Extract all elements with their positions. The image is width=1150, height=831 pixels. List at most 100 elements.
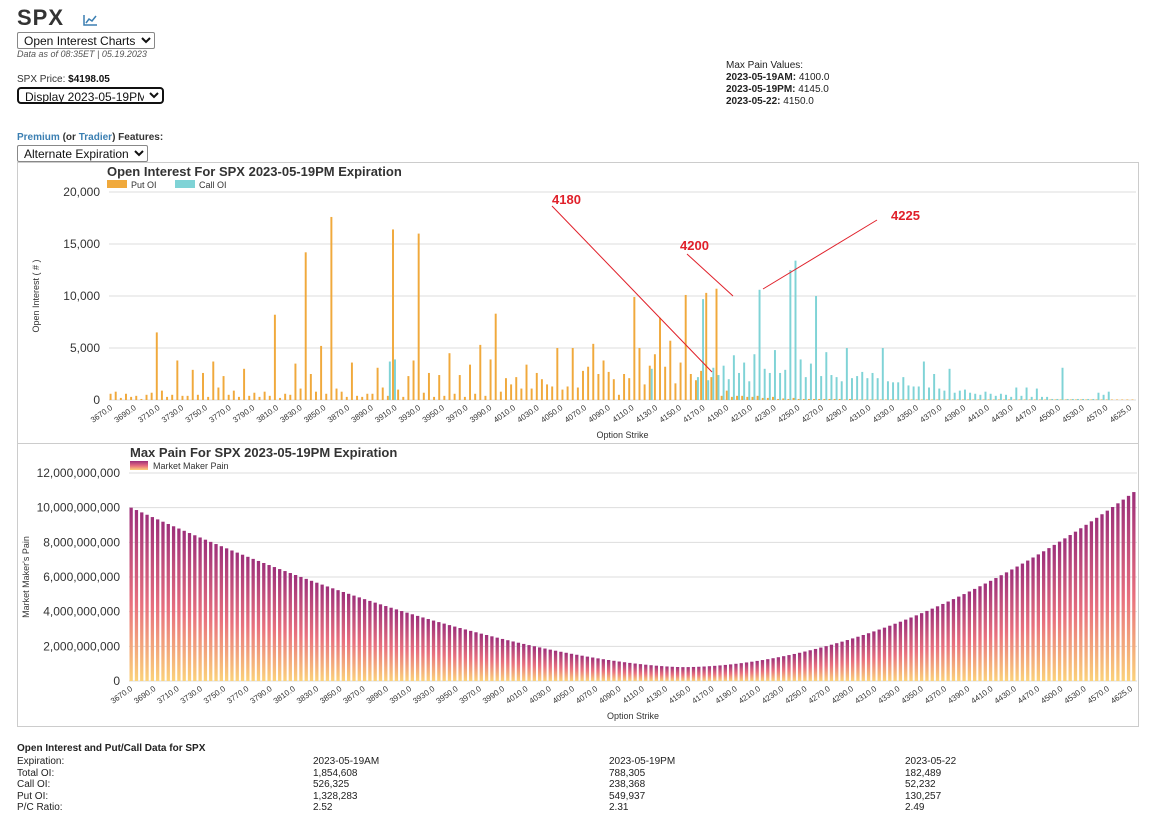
call-oi-bar [820, 376, 823, 400]
expiration-display-select[interactable]: Display 2023-05-19PM [17, 87, 164, 104]
pain-bar [325, 586, 330, 681]
put-oi-bar [258, 396, 261, 400]
put-oi-bar [279, 397, 282, 400]
pain-bar [309, 580, 314, 681]
x-tick-label: 4170.0 [681, 403, 707, 425]
max-pain-title: Max Pain Values: [726, 60, 804, 71]
pain-bar [755, 660, 759, 681]
put-oi-bar [227, 394, 230, 400]
x-tick-label: 4030.0 [528, 684, 554, 706]
pain-bar [946, 601, 950, 681]
call-oi-bar [851, 378, 853, 400]
line-chart-icon[interactable] [83, 14, 98, 26]
table-cell: 238,368 [609, 779, 646, 790]
put-oi-bar [145, 394, 148, 400]
y-axis-label: Open Interest ( # ) [31, 259, 41, 332]
x-tick-label: 4270.0 [800, 403, 826, 425]
put-oi-bar [422, 392, 425, 400]
table-cell: 130,257 [905, 790, 942, 802]
call-oi-bar [989, 393, 992, 400]
pain-bar [219, 546, 223, 681]
pain-bar [564, 652, 568, 681]
put-oi-bar [1008, 399, 1011, 400]
pain-bar [787, 655, 791, 681]
call-oi-bar [1076, 398, 1079, 400]
pain-bar [930, 608, 934, 681]
pain-bar [824, 646, 828, 681]
max-pain-row: 2023-05-19AM: 4100.0 [726, 72, 829, 84]
put-oi-bar [828, 398, 831, 400]
put-oi-bar [1054, 399, 1057, 400]
put-oi-bar [253, 392, 256, 400]
premium-link[interactable]: Premium [17, 132, 60, 143]
call-oi-bar [696, 377, 699, 400]
x-tick-label: 3730.0 [179, 684, 205, 706]
x-tick-label: 3990.0 [481, 684, 507, 706]
put-oi-bar [494, 313, 497, 400]
y-tick-label: 12,000,000,000 [37, 466, 121, 480]
call-oi-bar [1061, 367, 1064, 400]
x-tick-label: 4530.0 [1062, 684, 1088, 706]
put-oi-bar [499, 391, 502, 400]
put-oi-bar [181, 395, 184, 400]
put-oi-bar [217, 387, 220, 400]
pain-chart-frame [17, 443, 1139, 727]
put-oi-bar [617, 394, 620, 400]
x-axis-label: Option Strike [607, 711, 659, 721]
call-oi-bar [1010, 396, 1013, 400]
put-oi-bar [992, 399, 995, 400]
pain-bar [469, 630, 473, 681]
put-oi-bar [1126, 399, 1129, 400]
pain-bar [150, 517, 155, 681]
put-oi-bar [243, 368, 246, 400]
put-oi-bar [417, 233, 420, 400]
call-oi-bar [907, 385, 910, 400]
pain-bar [251, 558, 255, 681]
call-oi-bar [974, 393, 977, 400]
pain-bar [601, 659, 605, 681]
call-oi-bar [1046, 396, 1049, 400]
put-oi-bar [371, 393, 374, 400]
pain-bar [861, 634, 865, 681]
put-oi-bar [1069, 399, 1072, 400]
tradier-link[interactable]: Tradier [78, 132, 113, 143]
x-tick-label: 3890.0 [350, 403, 376, 425]
call-oi-bar [999, 393, 1002, 400]
x-tick-label: 3690.0 [132, 684, 158, 706]
put-oi-bar [212, 361, 215, 400]
call-oi-bar [1015, 387, 1018, 400]
x-tick-label: 3730.0 [160, 403, 186, 425]
call-oi-bar [835, 377, 838, 400]
put-oi-bar [638, 348, 641, 400]
pain-bar [813, 648, 818, 681]
put-oi-bar [787, 398, 790, 400]
pain-bar [140, 512, 144, 681]
pain-bar [882, 627, 887, 681]
alternate-expiration-select[interactable]: Alternate Expiration [17, 145, 148, 162]
put-oi-bar [1049, 399, 1052, 400]
pain-bar [538, 647, 542, 681]
x-tick-label: 4570.0 [1084, 403, 1110, 425]
pain-bar [606, 660, 611, 681]
pain-bar [819, 647, 823, 681]
y-axis-label: Market Maker's Pain [21, 536, 31, 618]
put-oi-bar [484, 395, 487, 400]
call-oi-bar [902, 377, 905, 400]
call-oi-bar [789, 270, 792, 400]
call-oi-bar [886, 381, 889, 400]
chart-type-select[interactable]: Open Interest Charts [17, 32, 155, 49]
put-oi-bar [335, 388, 338, 400]
x-tick-label: 4350.0 [900, 684, 926, 706]
x-tick-label: 4070.0 [574, 684, 600, 706]
put-oi-bar [551, 386, 554, 400]
put-oi-bar [854, 399, 857, 400]
x-tick-label: 3690.0 [113, 403, 139, 425]
pain-bar [293, 574, 298, 681]
put-oi-bar [587, 366, 590, 400]
call-oi-bar [830, 375, 833, 400]
pain-bar [1132, 492, 1136, 681]
pain-bar [983, 583, 987, 681]
annotation-label: 4200 [680, 238, 709, 253]
x-tick-label: 4390.0 [946, 684, 972, 706]
pain-bar [384, 606, 388, 681]
